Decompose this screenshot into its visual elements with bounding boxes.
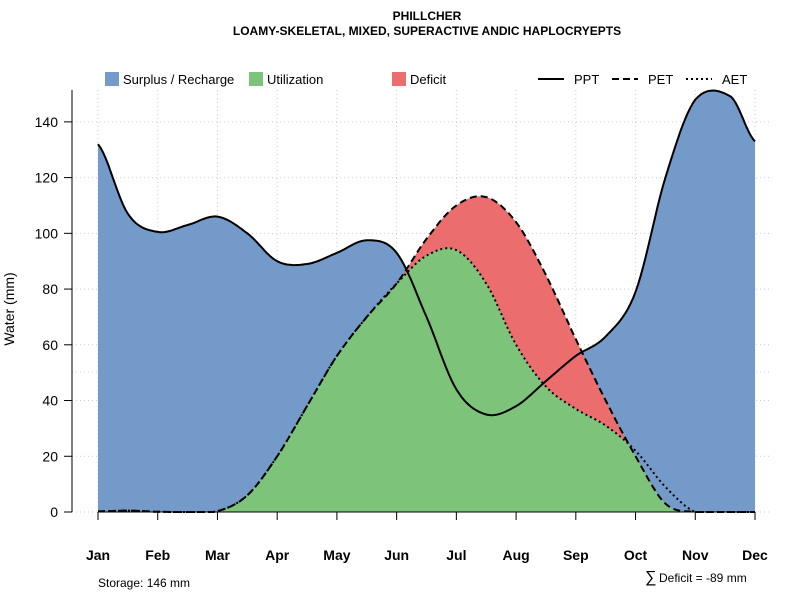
legend-swatch-surplus <box>105 72 119 86</box>
y-tick-label-100: 100 <box>35 225 59 241</box>
x-tick-label-aug: Aug <box>502 547 529 563</box>
y-tick-label-40: 40 <box>42 393 58 409</box>
x-tick-label-apr: Apr <box>265 547 290 563</box>
line-pet <box>98 195 755 513</box>
x-tick-label-mar: Mar <box>205 547 230 563</box>
legend-label-aet: AET <box>722 72 747 87</box>
legend-label-deficit: Deficit <box>410 72 447 87</box>
y-ticks: 0 20 40 60 80 100 120 140 <box>35 114 72 520</box>
legend-label-utilization: Utilization <box>267 72 323 87</box>
lines-layer <box>97 89 756 513</box>
legend-label-pet: PET <box>648 72 673 87</box>
y-tick-label-80: 80 <box>42 281 58 297</box>
chart-subtitle: LOAMY-SKELETAL, MIXED, SUPERACTIVE ANDIC… <box>233 24 621 38</box>
y-tick-label-140: 140 <box>35 114 59 130</box>
chart-title: PHILLCHER <box>393 9 462 23</box>
x-tick-label-may: May <box>323 547 350 563</box>
area-utilization <box>98 248 755 512</box>
x-ticks: Jan Feb Mar Apr May Jun Jul Aug Sep Oct Nov Dec <box>86 512 768 563</box>
axes <box>71 90 755 513</box>
legend-label-ppt: PPT <box>574 72 599 87</box>
y-tick-label-120: 120 <box>35 170 59 186</box>
y-tick-label-20: 20 <box>42 448 58 464</box>
deficit-label: Deficit = -89 mm <box>659 571 747 585</box>
line-ppt <box>97 89 756 417</box>
y-axis-label: Water (mm) <box>1 272 17 345</box>
y-tick-label-0: 0 <box>50 504 58 520</box>
x-tick-label-jan: Jan <box>86 547 110 563</box>
x-tick-label-sep: Sep <box>563 547 589 563</box>
x-tick-label-oct: Oct <box>624 547 648 563</box>
legend: Surplus / Recharge Utilization Deficit P… <box>105 72 747 87</box>
x-tick-label-jul: Jul <box>446 547 466 563</box>
area-surplus-upper <box>98 90 755 512</box>
areas-layer <box>98 90 755 513</box>
legend-label-surplus: Surplus / Recharge <box>123 72 234 87</box>
x-tick-label-nov: Nov <box>682 547 709 563</box>
y-tick-label-60: 60 <box>42 337 58 353</box>
storage-label: Storage: 146 mm <box>98 576 190 590</box>
legend-swatch-deficit <box>392 72 406 86</box>
x-tick-label-jun: Jun <box>384 547 409 563</box>
legend-swatch-utilization <box>249 72 263 86</box>
x-tick-label-feb: Feb <box>145 547 170 563</box>
sigma-icon: ∑ <box>645 569 656 586</box>
x-tick-label-dec: Dec <box>742 547 768 563</box>
